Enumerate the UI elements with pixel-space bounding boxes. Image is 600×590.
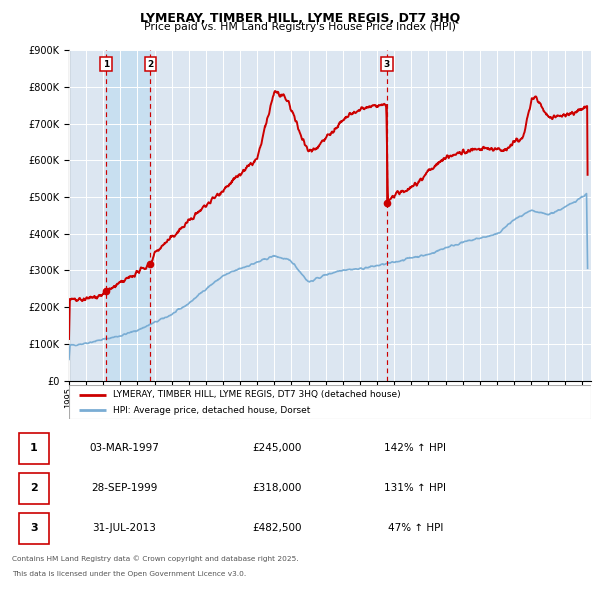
Text: 2: 2 [147, 60, 154, 68]
Text: 1: 1 [30, 443, 38, 453]
Text: 47% ↑ HPI: 47% ↑ HPI [388, 523, 443, 533]
Text: £318,000: £318,000 [252, 483, 302, 493]
Text: £482,500: £482,500 [252, 523, 302, 533]
Text: 28-SEP-1999: 28-SEP-1999 [91, 483, 158, 493]
FancyBboxPatch shape [19, 513, 49, 544]
Text: Price paid vs. HM Land Registry's House Price Index (HPI): Price paid vs. HM Land Registry's House … [144, 22, 456, 32]
FancyBboxPatch shape [69, 385, 591, 419]
Text: 2: 2 [30, 483, 38, 493]
Text: This data is licensed under the Open Government Licence v3.0.: This data is licensed under the Open Gov… [12, 571, 246, 577]
Text: 131% ↑ HPI: 131% ↑ HPI [384, 483, 446, 493]
Text: 142% ↑ HPI: 142% ↑ HPI [384, 443, 446, 453]
Text: LYMERAY, TIMBER HILL, LYME REGIS, DT7 3HQ: LYMERAY, TIMBER HILL, LYME REGIS, DT7 3H… [140, 12, 460, 25]
Text: 31-JUL-2013: 31-JUL-2013 [92, 523, 156, 533]
Text: LYMERAY, TIMBER HILL, LYME REGIS, DT7 3HQ (detached house): LYMERAY, TIMBER HILL, LYME REGIS, DT7 3H… [113, 391, 401, 399]
FancyBboxPatch shape [19, 473, 49, 504]
Text: 1: 1 [103, 60, 109, 68]
Bar [106, 50, 150, 381]
Text: 03-MAR-1997: 03-MAR-1997 [89, 443, 159, 453]
Text: £245,000: £245,000 [252, 443, 302, 453]
Text: HPI: Average price, detached house, Dorset: HPI: Average price, detached house, Dors… [113, 406, 311, 415]
Text: Contains HM Land Registry data © Crown copyright and database right 2025.: Contains HM Land Registry data © Crown c… [12, 555, 299, 562]
Text: 3: 3 [30, 523, 38, 533]
Text: 3: 3 [384, 60, 390, 68]
FancyBboxPatch shape [19, 433, 49, 464]
